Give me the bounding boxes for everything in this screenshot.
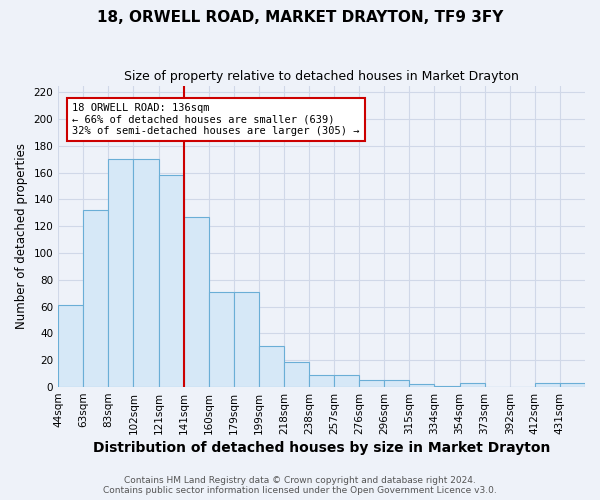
Bar [460, 383, 485, 387]
Bar [560, 383, 585, 387]
Bar [83, 210, 109, 387]
Bar [309, 375, 334, 387]
Bar [284, 362, 309, 387]
Bar [58, 306, 83, 387]
Bar [259, 346, 284, 387]
Bar [234, 292, 259, 387]
Text: 18, ORWELL ROAD, MARKET DRAYTON, TF9 3FY: 18, ORWELL ROAD, MARKET DRAYTON, TF9 3FY [97, 10, 503, 25]
Bar [434, 386, 460, 387]
Bar [184, 217, 209, 387]
Bar [359, 380, 385, 387]
Bar [109, 160, 133, 387]
Bar [535, 383, 560, 387]
Y-axis label: Number of detached properties: Number of detached properties [15, 144, 28, 330]
Bar [133, 160, 158, 387]
Bar [409, 384, 434, 387]
Bar [334, 375, 359, 387]
Bar [385, 380, 409, 387]
Bar [158, 176, 184, 387]
Text: 18 ORWELL ROAD: 136sqm
← 66% of detached houses are smaller (639)
32% of semi-de: 18 ORWELL ROAD: 136sqm ← 66% of detached… [72, 103, 359, 136]
X-axis label: Distribution of detached houses by size in Market Drayton: Distribution of detached houses by size … [93, 441, 550, 455]
Bar [209, 292, 234, 387]
Text: Contains HM Land Registry data © Crown copyright and database right 2024.
Contai: Contains HM Land Registry data © Crown c… [103, 476, 497, 495]
Title: Size of property relative to detached houses in Market Drayton: Size of property relative to detached ho… [124, 70, 519, 83]
